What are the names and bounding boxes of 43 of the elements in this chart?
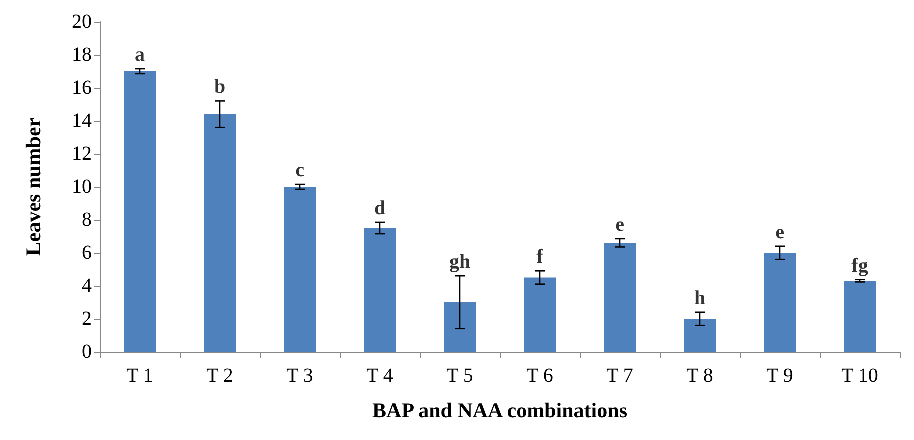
annotation: a [135,44,145,66]
annotation: b [214,76,226,98]
x-tick-label: T 10 [842,365,878,387]
y-tick-label: 6 [82,242,92,264]
annotation: d [374,197,386,220]
x-tick-label: T 7 [606,365,634,387]
y-tick-label: 8 [82,209,92,231]
x-tick-label: T 3 [286,365,314,387]
x-tick-label: T 4 [366,365,394,387]
y-tick-label: 20 [72,11,92,33]
bar [364,228,396,352]
bar [684,319,716,352]
annotation: e [776,221,785,244]
y-tick-label: 12 [72,143,92,165]
bar [444,302,476,352]
x-tick-label: T 1 [126,365,154,387]
annotation: fg [852,254,868,277]
x-tick-label: T 6 [526,365,554,387]
y-tick-label: 16 [72,77,92,99]
y-tick-label: 4 [82,275,92,297]
y-tick-label: 14 [72,110,92,132]
annotation: gh [449,251,471,274]
bar [764,253,796,352]
x-tick-label: T 2 [206,365,234,387]
bar [124,72,156,352]
y-axis-title: Leaves number [22,118,46,256]
x-axis-title: BAP and NAA combinations [372,398,628,422]
bar [284,187,316,352]
bar [524,278,556,352]
y-tick-label: 18 [72,44,92,66]
x-tick-label: T 8 [686,365,714,387]
bar [204,114,236,352]
y-tick-label: 10 [72,176,92,198]
annotation: h [694,287,706,310]
y-tick-label: 0 [82,341,92,363]
x-tick-label: T 5 [446,365,474,387]
x-tick-label: T 9 [766,365,794,387]
y-tick-label: 2 [82,308,92,330]
annotation: e [616,214,625,236]
annotation: c [296,160,305,182]
annotation: f [536,246,544,268]
bar [604,243,636,352]
bar [844,281,876,352]
